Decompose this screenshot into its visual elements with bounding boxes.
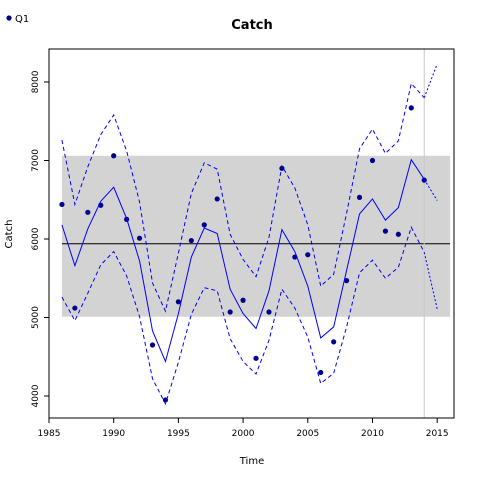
data-point-2008 <box>344 278 350 284</box>
data-point-1995 <box>175 299 181 305</box>
x-tick-label-2000: 2000 <box>232 429 255 439</box>
y-tick-label-8000: 8000 <box>31 70 41 93</box>
data-point-2011 <box>382 228 389 234</box>
chart-title: Catch <box>231 18 273 33</box>
data-point-1997 <box>201 222 207 228</box>
data-point-2010 <box>369 157 376 164</box>
series-line-fit <box>61 158 425 364</box>
data-point-2007 <box>331 339 337 345</box>
data-point-1986 <box>59 201 65 208</box>
y-tick-label-6000: 6000 <box>31 227 41 250</box>
x-tick-label-1985: 1985 <box>38 429 61 439</box>
legend-marker-q1 <box>6 15 12 21</box>
data-point-2013 <box>408 105 414 111</box>
data-point-2001 <box>253 355 259 361</box>
plot-area <box>59 49 451 418</box>
x-axis-label: Time <box>239 456 264 467</box>
data-point-2000 <box>240 297 246 303</box>
y-tick-label-4000: 4000 <box>31 384 41 407</box>
y-tick-label-5000: 5000 <box>31 306 41 329</box>
x-tick-label-2010: 2010 <box>361 429 384 439</box>
legend: Q1 <box>6 14 29 25</box>
y-axis: 4000 5000 6000 7000 8000 <box>31 70 49 407</box>
legend-label-q1: Q1 <box>15 14 29 25</box>
data-point-2009 <box>356 194 363 200</box>
data-point-1999 <box>227 309 233 315</box>
data-point-2012 <box>395 231 401 237</box>
data-point-2002 <box>266 309 272 315</box>
data-point-1988 <box>85 209 91 215</box>
y-tick-label-7000: 7000 <box>31 149 41 172</box>
plot-frame <box>48 48 455 419</box>
data-point-1992 <box>136 235 143 241</box>
y-axis-label: Catch <box>4 220 15 249</box>
series-line-forecast-lower <box>423 252 438 309</box>
x-tick-label-1990: 1990 <box>102 429 125 439</box>
data-point-1990 <box>111 153 117 159</box>
data-point-1993 <box>149 342 156 348</box>
reference-band <box>61 155 451 317</box>
series-line-upper-bound <box>61 82 425 313</box>
data-point-1987 <box>72 305 78 311</box>
x-tick-label-1995: 1995 <box>167 429 190 439</box>
data-point-2006 <box>318 369 324 376</box>
data-point-1998 <box>214 196 220 202</box>
x-tick-label-2005: 2005 <box>296 429 319 439</box>
series-line-forecast-mid <box>423 179 438 201</box>
x-tick-label-2015: 2015 <box>426 429 449 439</box>
data-point-1996 <box>188 237 194 244</box>
data-point-2005 <box>305 252 311 258</box>
x-axis: 1985 1990 1995 2000 2005 2010 2015 <box>38 418 449 439</box>
